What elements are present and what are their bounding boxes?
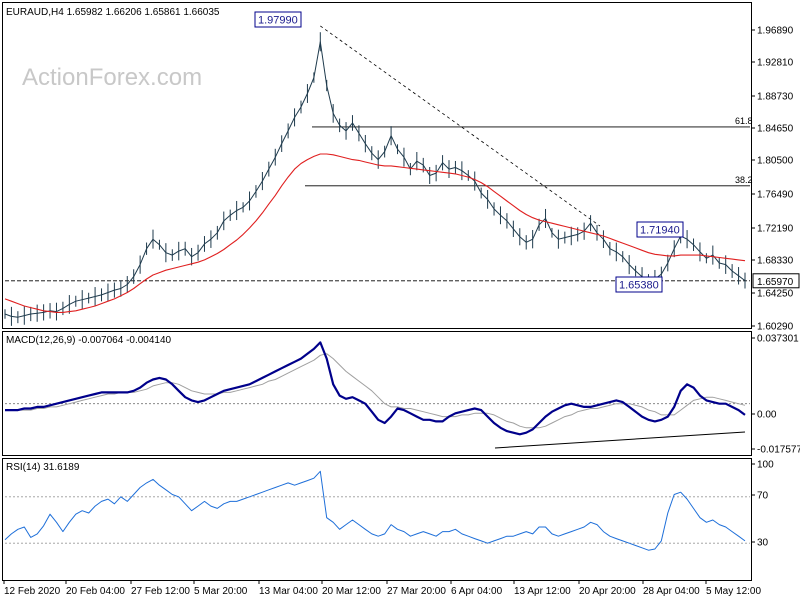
rsi-axis-label: 100 — [757, 460, 774, 471]
macd-panel-title: MACD(12,26,9) -0.007064 -0.004140 — [6, 335, 172, 346]
x-axis-label: 13 Apr 12:00 — [514, 586, 571, 597]
macd-panel-frame — [2, 331, 752, 456]
price-series-line — [4, 41, 746, 318]
price-axis-label: 1.92810 — [757, 58, 794, 69]
price-callout-box — [615, 276, 663, 293]
watermark: ActionForex.com — [22, 64, 202, 91]
x-axis-label: 27 Feb 12:00 — [131, 586, 190, 597]
rsi-line — [4, 470, 746, 551]
rsi-panel-title: RSI(14) 31.6189 — [6, 462, 80, 473]
fib-label-61-8: 61.8 — [735, 116, 753, 126]
x-axis-label: 13 Mar 04:00 — [259, 586, 318, 597]
x-axis-label: 20 Feb 04:00 — [66, 586, 125, 597]
x-axis-label: 6 Apr 04:00 — [451, 586, 503, 597]
price-callout-label: 1.65380 — [619, 280, 659, 292]
macd-trendline — [494, 431, 746, 449]
rsi-axis-label: 70 — [757, 491, 769, 502]
price-callout-label: 1.97990 — [258, 15, 298, 27]
current-price-box — [752, 273, 800, 289]
axis-layer: 1.96890 1.92810 1.88730 1.84650 1.80500 1.764… — [3, 26, 800, 597]
price-callout-box — [254, 11, 302, 28]
x-axis-label: 20 Apr 20:00 — [579, 586, 636, 597]
price-panel-frame — [2, 2, 752, 329]
price-axis-label: 1.80500 — [757, 156, 794, 167]
price-axis-label: 1.84650 — [757, 124, 794, 135]
macd-layer — [5, 341, 750, 449]
price-axis-label: 1.96890 — [757, 26, 794, 37]
macd-axis-label: 0.00 — [757, 410, 777, 421]
x-axis-label: 28 Apr 04:00 — [643, 586, 700, 597]
x-axis-label: 20 Mar 12:00 — [322, 586, 381, 597]
price-axis-label: 1.88730 — [757, 92, 794, 103]
rsi-panel-frame — [2, 458, 752, 581]
price-axis-label: 1.68330 — [757, 256, 794, 267]
x-axis-label: 5 Mar 20:00 — [194, 586, 248, 597]
price-callout-box — [636, 221, 684, 238]
price-axis-label: 1.60290 — [757, 322, 794, 333]
current-price-label: 1.65970 — [757, 277, 794, 288]
x-axis-label: 12 Feb 2020 — [4, 586, 61, 597]
rsi-layer — [4, 470, 750, 551]
trendline-dashed — [320, 25, 601, 227]
x-axis-label: 5 May 12:00 — [706, 586, 761, 597]
price-panel-title: EURAUD,H4 1.65982 1.66206 1.65861 1.6603… — [6, 7, 220, 18]
price-axis-label: 1.64250 — [757, 289, 794, 300]
x-axis-label: 27 Mar 20:00 — [387, 586, 446, 597]
fib-label-38-2: 38.2 — [735, 175, 753, 185]
macd-axis-label: -0.017577 — [757, 445, 800, 456]
macd-line — [5, 341, 746, 436]
price-layer: 61.8 38.2 1.97990 1.71940 1.65380 — [4, 11, 753, 326]
price-axis-label: 1.72190 — [757, 224, 794, 235]
rsi-axis-label: 30 — [757, 538, 769, 549]
price-callout-label: 1.71940 — [640, 225, 680, 237]
moving-average-line — [4, 153, 746, 313]
macd-axis-label: 0.037301 — [757, 334, 799, 345]
price-axis-label: 1.76490 — [757, 190, 794, 201]
